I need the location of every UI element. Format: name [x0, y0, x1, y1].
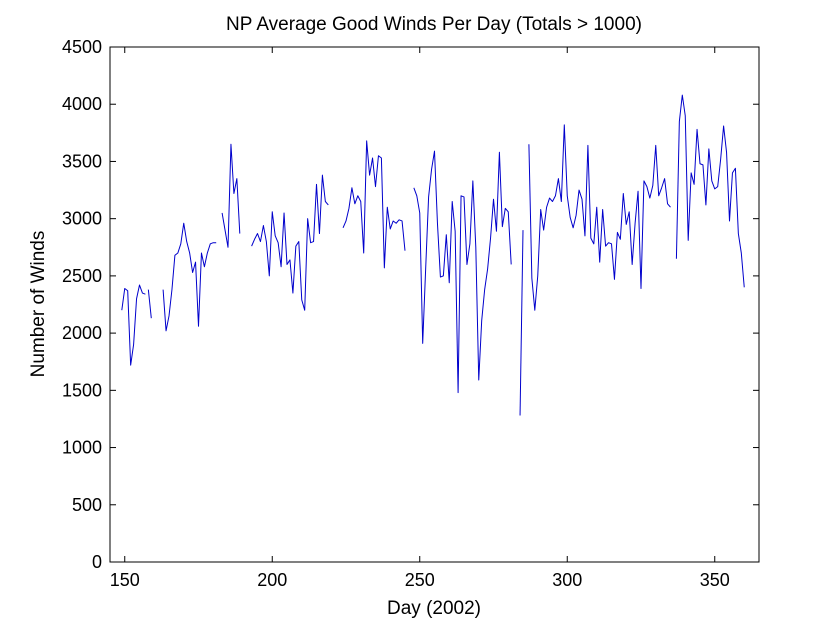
- x-tick-label: 250: [405, 570, 435, 590]
- x-tick-label: 300: [552, 570, 582, 590]
- series-line-segment: [519, 230, 524, 416]
- y-tick-label: 2000: [62, 323, 102, 343]
- y-tick-label: 2500: [62, 266, 102, 286]
- y-tick-label: 1000: [62, 438, 102, 458]
- y-tick-label: 3500: [62, 151, 102, 171]
- axis-ticks: 150 200 250 300 3500500100015002000250030003…: [62, 37, 759, 590]
- series-line-segment: [147, 289, 152, 319]
- x-tick-label: 350: [700, 570, 730, 590]
- series-line-segment: [528, 124, 671, 311]
- series-line-segment: [342, 140, 406, 269]
- series-line-segment: [162, 222, 217, 332]
- y-axis-title: Number of Winds: [28, 231, 49, 378]
- x-tick-label: 200: [257, 570, 287, 590]
- y-tick-label: 4000: [62, 94, 102, 114]
- data-series: [121, 94, 745, 416]
- y-tick-label: 500: [72, 495, 102, 515]
- y-tick-label: 4500: [62, 37, 102, 57]
- series-line-segment: [675, 94, 745, 288]
- x-tick-label: 150: [110, 570, 140, 590]
- series-line-segment: [413, 150, 512, 394]
- x-axis-title: Day (2002): [387, 598, 481, 619]
- y-tick-label: 1500: [62, 380, 102, 400]
- plot-frame: [109, 46, 760, 563]
- series-line-segment: [121, 284, 146, 366]
- y-tick-label: 0: [92, 552, 102, 572]
- y-tick-label: 3000: [62, 209, 102, 229]
- series-line-segment: [221, 143, 241, 248]
- chart-title: NP Average Good Winds Per Day (Totals > …: [226, 14, 642, 35]
- series-line-segment: [251, 174, 329, 311]
